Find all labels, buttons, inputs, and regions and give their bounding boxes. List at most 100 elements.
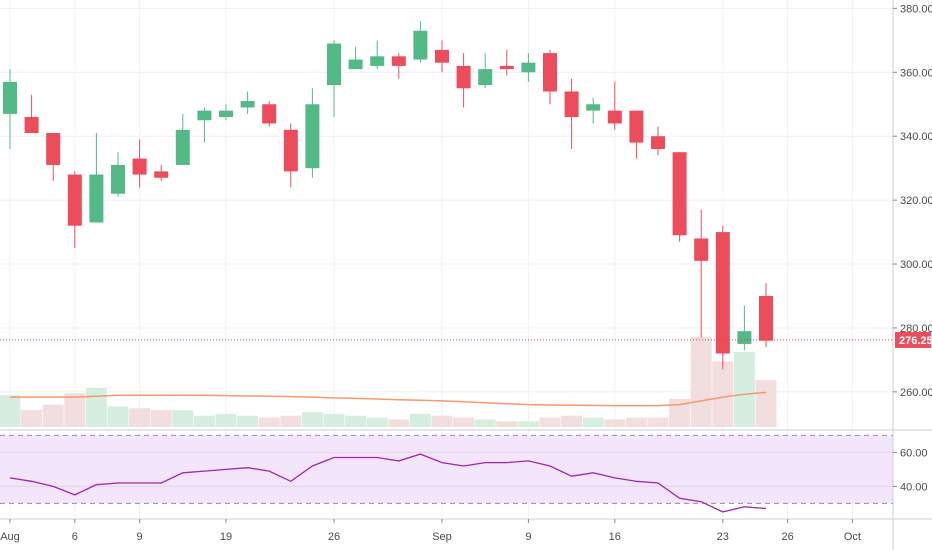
- rsi-tick-label: 40.00: [900, 481, 928, 493]
- volume-bar: [150, 410, 172, 427]
- candle-body: [737, 331, 752, 344]
- volume-bar: [669, 398, 691, 427]
- volume-bar: [431, 415, 453, 427]
- volume-bar: [237, 415, 259, 427]
- candle-body: [370, 56, 385, 66]
- price-tick-label: 260.00: [900, 387, 932, 399]
- candle-body: [499, 65, 514, 70]
- candle-body: [478, 69, 493, 86]
- volume-bar: [625, 417, 647, 427]
- volume-bar: [280, 415, 302, 427]
- volume-bar: [539, 417, 561, 427]
- volume-bar: [388, 419, 410, 427]
- candle-body: [89, 174, 104, 223]
- price-tick-label: 300.00: [900, 259, 932, 271]
- time-tick-label: Aug: [0, 531, 20, 543]
- volume-bar: [0, 395, 21, 427]
- time-tick-label: 16: [609, 531, 621, 543]
- volume-bar: [690, 337, 712, 427]
- rsi-band: [0, 435, 893, 504]
- volume-bar: [647, 417, 669, 427]
- volume-bar: [107, 406, 129, 427]
- volume-bar: [561, 415, 583, 427]
- candle-body: [456, 65, 471, 89]
- volume-bar: [301, 412, 323, 427]
- candle-body: [607, 110, 622, 124]
- candle-body: [283, 129, 298, 172]
- candle-body: [327, 43, 341, 86]
- current-price-label-bg: [895, 331, 931, 348]
- candle-body: [262, 104, 277, 124]
- candle-body: [24, 117, 39, 134]
- price-candles: [3, 21, 773, 370]
- candle-body: [543, 53, 557, 92]
- time-tick-label: 9: [525, 531, 531, 543]
- price-tick-label: 320.00: [900, 195, 932, 207]
- candle-body: [715, 232, 730, 354]
- volume-bar: [733, 352, 755, 427]
- candle-body: [759, 295, 773, 341]
- rsi-line: [9, 453, 767, 513]
- time-tick-label: Sep: [432, 531, 452, 543]
- candle-body: [435, 49, 449, 63]
- time-tick-label: 26: [328, 531, 340, 543]
- time-tick-label: 6: [72, 531, 78, 543]
- volume-bar: [712, 361, 734, 427]
- volume-bar: [172, 410, 194, 427]
- candle-body: [391, 56, 406, 66]
- volume-bar: [323, 413, 345, 427]
- time-tick-label: 26: [781, 531, 793, 543]
- volume-bar: [85, 387, 107, 427]
- candle-body: [305, 104, 320, 169]
- current-price-label: 276.25: [899, 335, 932, 347]
- candle-body: [154, 171, 169, 178]
- volume-bar: [409, 413, 431, 427]
- price-tick-label: 380.00: [900, 3, 932, 15]
- volume-bar: [193, 415, 215, 427]
- volume-moving-average: [10, 391, 767, 407]
- candle-body: [694, 238, 709, 261]
- rsi-tick-label: 60.00: [900, 447, 928, 459]
- current-price-line: 276.25: [0, 331, 932, 348]
- volume-bar: [258, 417, 280, 427]
- time-tick-label: 19: [220, 531, 232, 543]
- volume-bar: [345, 415, 367, 427]
- volume-bar: [21, 410, 43, 427]
- volume-bar: [64, 393, 86, 427]
- volume-bar: [129, 408, 151, 427]
- candle-body: [219, 110, 233, 118]
- candle-body: [348, 59, 363, 70]
- candle-body: [586, 104, 601, 111]
- price-tick-label: 280.00: [900, 323, 932, 335]
- rsi-pane: [0, 429, 932, 513]
- candle-body: [111, 164, 125, 194]
- candle-body: [132, 158, 147, 175]
- candle-body: [175, 129, 190, 165]
- volume-bar: [496, 421, 518, 427]
- volume-bars: [0, 337, 777, 427]
- volume-bar: [215, 413, 237, 427]
- volume-bar: [453, 417, 475, 427]
- price-tick-label: 360.00: [900, 67, 932, 79]
- candle-body: [67, 174, 82, 226]
- time-tick-label: Oct: [844, 531, 861, 543]
- volume-bar: [366, 417, 388, 427]
- volume-bar: [474, 419, 496, 427]
- volume-bar: [755, 380, 777, 427]
- volume-bar: [604, 419, 626, 427]
- candle-body: [651, 136, 665, 149]
- candle-body: [413, 30, 428, 60]
- volume-bar: [42, 404, 64, 427]
- candle-body: [564, 91, 579, 118]
- time-tick-label: 23: [717, 531, 729, 543]
- volume-ma-line: [10, 391, 767, 407]
- candle-body: [521, 62, 536, 73]
- candle-body: [240, 101, 255, 108]
- candle-body: [46, 133, 61, 165]
- candle-body: [629, 110, 644, 143]
- price-tick-label: 340.00: [900, 131, 932, 143]
- volume-bar: [517, 421, 539, 427]
- volume-bar: [582, 417, 604, 427]
